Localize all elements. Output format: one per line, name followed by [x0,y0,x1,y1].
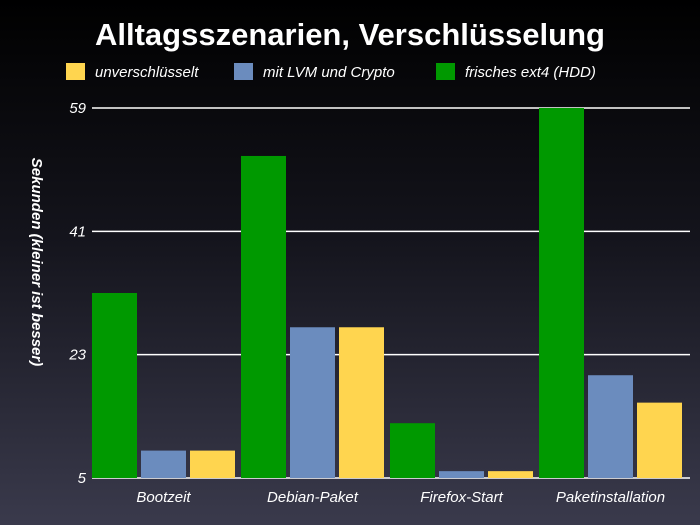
y-axis-ticks: 5 23 41 59 [68,100,86,487]
bars [92,108,682,479]
bar-unverschl-sselt-debian-paket [339,327,384,478]
legend-swatch-mit-lvm-und-crypto [234,63,253,80]
bar-frisches-ext4-hdd-firefox-start [390,423,435,478]
bar-mit-lvm-und-crypto-firefox-start [439,471,484,478]
x-axis-categories: Bootzeit Debian-Paket Firefox-Start Paketin… [136,489,665,506]
y-tick-label: 41 [69,223,86,240]
y-axis-label: Sekunden (kleiner ist besser) [28,158,45,366]
bar-frisches-ext4-hdd-paketinstallation [539,108,584,478]
bar-mit-lvm-und-crypto-paketinstallation [588,375,633,478]
bar-mit-lvm-und-crypto-bootzeit [141,450,186,478]
legend-swatch-frisches-ext4-hdd [436,63,455,80]
x-category-label-firefox-start: Firefox-Start [420,489,503,506]
x-category-label-paketinstallation: Paketinstallation [556,489,665,506]
x-category-label-bootzeit: Bootzeit [136,489,191,506]
bar-mit-lvm-und-crypto-debian-paket [290,327,335,478]
chart-title: Alltagsszenarien, Verschlüsselung [95,17,605,52]
bar-unverschl-sselt-firefox-start [488,471,533,478]
legend-label-mit-lvm-und-crypto: mit LVM und Crypto [263,64,395,81]
legend-label-unverschl-sselt: unverschlüsselt [95,64,199,81]
legend: unverschlüsselt mit LVM und Crypto frische… [66,63,596,81]
y-tick-label: 59 [69,100,86,117]
y-tick-label: 5 [78,470,87,487]
bar-frisches-ext4-hdd-bootzeit [92,293,137,478]
bar-frisches-ext4-hdd-debian-paket [241,155,286,479]
bar-unverschl-sselt-bootzeit [190,450,235,478]
bar-unverschl-sselt-paketinstallation [637,402,682,478]
legend-label-frisches-ext4-hdd: frisches ext4 (HDD) [465,64,596,81]
legend-swatch-unverschl-sselt [66,63,85,80]
y-tick-label: 23 [68,347,86,364]
x-category-label-debian-paket: Debian-Paket [267,489,359,506]
